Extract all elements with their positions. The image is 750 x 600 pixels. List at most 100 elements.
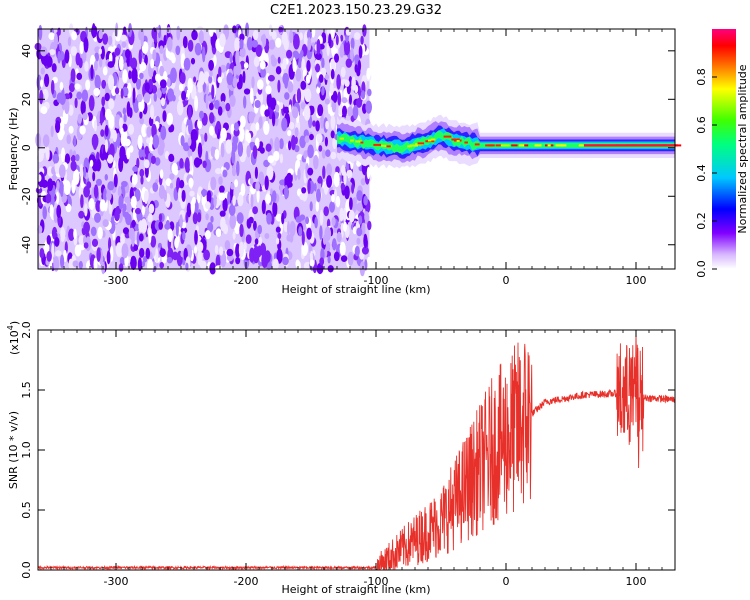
noise-speckle [107,61,115,68]
noise-speckle [340,164,346,176]
noise-speckle [226,72,234,86]
noise-speckle [83,37,89,53]
noise-speckle [130,57,138,70]
noise-speckle [59,92,66,106]
signal-peak [417,142,425,145]
noise-speckle [210,176,217,191]
noise-speckle [198,30,204,44]
noise-speckle [220,92,226,103]
noise-speckle [234,122,239,132]
noise-speckle [214,124,219,135]
noise-speckle [295,68,302,82]
spectrogram-frame [37,28,676,270]
noise-speckle [222,169,228,178]
noise-speckle [240,183,246,197]
noise-speckle [299,135,306,149]
colorbar-tick-label: 0.8 [695,68,708,86]
noise-speckle [118,194,124,210]
noise-speckle [345,58,352,68]
noise-speckle [207,222,214,233]
snr-y-axis-label: SNR (10 * v/v) [7,411,20,489]
noise-speckle [106,154,114,164]
noise-speckle [204,230,211,240]
noise-speckle [46,251,52,262]
noise-speckle [213,194,217,208]
signal-peak [464,141,468,144]
noise-speckle [261,252,269,269]
noise-speckle [250,194,254,208]
noise-speckle [166,256,173,264]
noise-speckle [83,186,90,198]
x-tick-label: 100 [626,274,647,287]
snr-plot-area [38,330,675,570]
noise-speckle [231,167,237,177]
noise-speckle [268,24,273,37]
noise-speckle [48,32,55,40]
noise-speckle [50,125,54,138]
chart-title: C2E1.2023.150.23.29.G32 [270,3,442,18]
noise-speckle [261,199,266,215]
noise-speckle [99,57,103,68]
noise-speckle [159,65,165,77]
noise-speckle [85,79,91,91]
noise-speckle [120,132,128,147]
noise-speckle [265,85,272,95]
noise-speckle [123,113,127,123]
noise-speckle [339,43,345,58]
noise-speckle [210,146,215,158]
noise-speckle [315,200,319,212]
noise-speckle [148,203,155,214]
noise-speckle [310,105,315,114]
noise-speckle [35,187,43,194]
noise-speckle [321,57,325,69]
noise-speckle [183,57,191,71]
signal-peak [500,144,510,147]
signal-peak [430,138,436,141]
noise-speckle [350,47,354,62]
noise-speckle [166,77,171,88]
noise-speckle [114,47,121,56]
noise-speckle [213,54,217,67]
noise-speckle [106,250,111,265]
noise-speckle [273,150,280,162]
noise-speckle [118,71,124,78]
noise-speckle [252,145,258,160]
noise-speckle [277,232,282,240]
noise-speckle [274,136,280,153]
noise-speckle [76,91,83,100]
noise-speckle [41,179,49,188]
noise-speckle [80,194,84,209]
signal-peak [495,144,503,147]
noise-speckle [49,49,56,56]
noise-speckle [93,257,98,272]
noise-speckle [315,52,322,61]
noise-speckle [322,35,327,43]
noise-speckle [144,54,148,66]
noise-speckle [325,149,331,157]
x-tick-label: 0 [503,274,510,287]
noise-speckle [42,206,47,220]
noise-speckle [268,39,276,50]
noise-speckle [324,74,330,81]
noise-speckle [354,85,359,94]
noise-speckle [238,126,245,142]
noise-speckle [299,86,306,101]
noise-speckle [126,201,132,213]
noise-speckle [184,157,190,173]
noise-speckle [183,142,190,152]
noise-speckle [39,248,45,259]
noise-speckle [316,39,321,55]
noise-speckle [118,263,124,272]
noise-speckle [122,107,127,115]
noise-speckle [152,182,159,192]
noise-speckle [209,26,214,37]
noise-speckle [254,166,258,179]
noise-speckle [154,157,161,166]
noise-speckle [326,175,333,188]
noise-speckle [155,247,159,264]
noise-speckle [332,238,337,251]
noise-speckle [210,215,214,223]
signal-core [584,144,675,147]
noise-speckle [225,102,231,112]
signal-peak [409,144,418,147]
